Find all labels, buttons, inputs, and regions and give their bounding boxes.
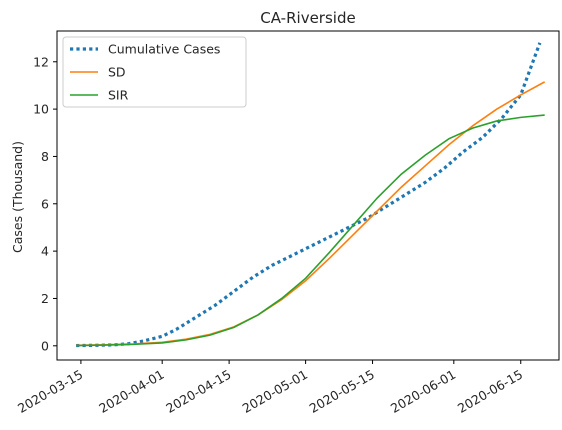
y-axis-label: Cases (Thousand) [10,141,25,253]
series-line-cumulative-cases [76,42,542,348]
y-tick-label: 0 [41,338,49,353]
y-tick-label: 4 [41,244,49,259]
plot-area-frame [56,30,560,361]
series-line-sir [76,114,545,347]
legend-label-sd: SD [108,65,126,80]
y-tick-label: 6 [41,196,49,211]
plot-marks [76,42,546,348]
y-tick-label: 8 [41,149,49,164]
y-tick-label: 2 [41,291,49,306]
legend-label-cumulative-cases: Cumulative Cases [108,42,220,57]
legend: Cumulative Cases SD SIR [62,36,247,108]
y-tick-label: 10 [33,102,49,117]
legend-box [62,36,247,108]
legend-label-sir: SIR [108,88,129,103]
y-tick-label: 12 [33,54,49,69]
chart-title: CA-Riverside [260,9,355,27]
y-axis: 0 2 4 6 8 10 12 [33,54,57,353]
